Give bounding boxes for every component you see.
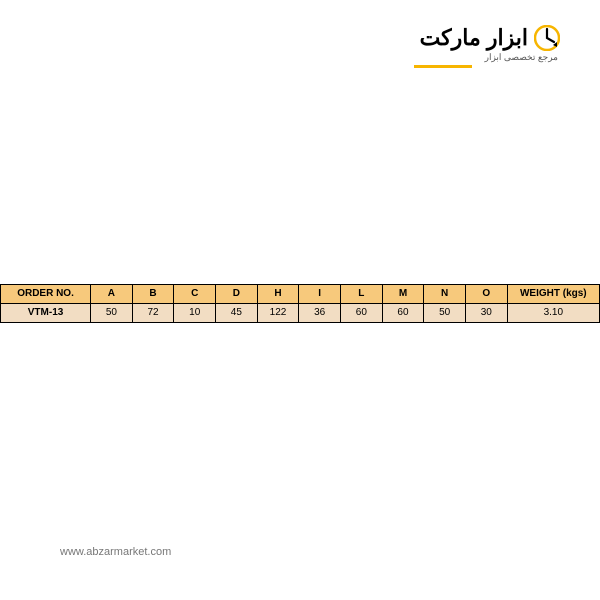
col-order-no: ORDER NO. <box>1 285 91 304</box>
col-h: H <box>257 285 299 304</box>
col-d: D <box>216 285 258 304</box>
table-row: VTM-13 50 72 10 45 122 36 60 60 50 30 3.… <box>1 304 600 323</box>
cell-h: 122 <box>257 304 299 323</box>
col-n: N <box>424 285 466 304</box>
cell-b: 72 <box>132 304 174 323</box>
cell-l: 60 <box>341 304 383 323</box>
cell-n: 50 <box>424 304 466 323</box>
cell-o: 30 <box>465 304 507 323</box>
cell-c: 10 <box>174 304 216 323</box>
cell-d: 45 <box>216 304 258 323</box>
logo-row: ابزار مارکت <box>420 25 560 51</box>
col-i: I <box>299 285 341 304</box>
brand-tagline: مرجع تخصصی ابزار <box>485 52 558 63</box>
brand-logo: ابزار مارکت مرجع تخصصی ابزار <box>414 25 560 68</box>
brand-name: ابزار مارکت <box>420 25 528 51</box>
col-o: O <box>465 285 507 304</box>
col-c: C <box>174 285 216 304</box>
cell-a: 50 <box>91 304 133 323</box>
col-m: M <box>382 285 424 304</box>
cell-weight: 3.10 <box>507 304 599 323</box>
col-l: L <box>341 285 383 304</box>
cell-m: 60 <box>382 304 424 323</box>
brand-underline <box>414 65 472 68</box>
col-weight: WEIGHT (kgs) <box>507 285 599 304</box>
table-header-row: ORDER NO. A B C D H I L M N O WEIGHT (kg… <box>1 285 600 304</box>
cell-order-no: VTM-13 <box>1 304 91 323</box>
website-url: www.abzarmarket.com <box>60 546 171 558</box>
cell-i: 36 <box>299 304 341 323</box>
col-a: A <box>91 285 133 304</box>
col-b: B <box>132 285 174 304</box>
brand-icon <box>534 25 560 51</box>
spec-table: ORDER NO. A B C D H I L M N O WEIGHT (kg… <box>0 284 600 323</box>
